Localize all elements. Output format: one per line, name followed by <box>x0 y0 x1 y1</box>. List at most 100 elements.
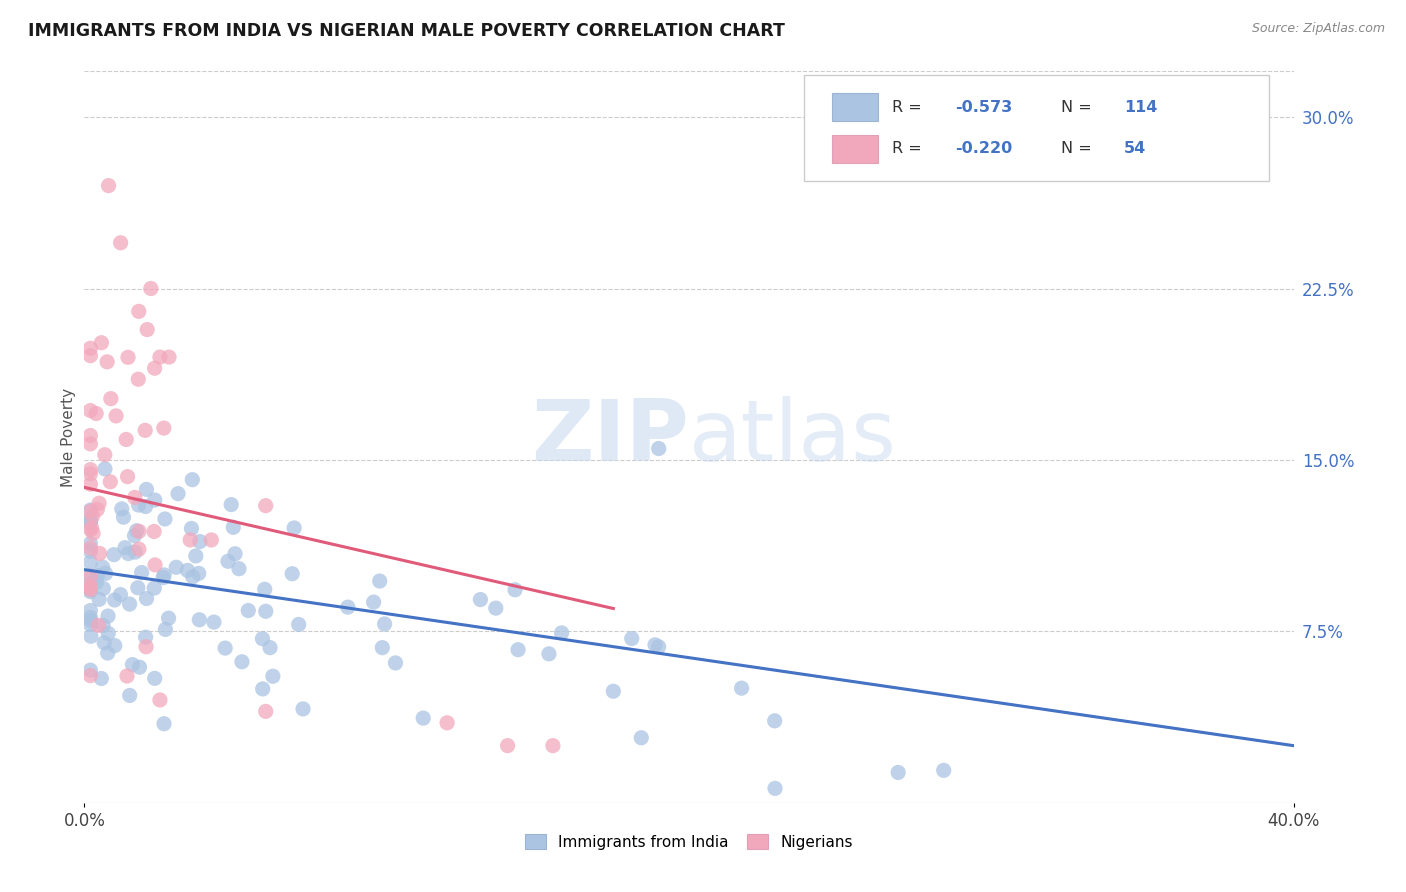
Point <box>79 537 101 551</box>
Point <box>506 642 529 657</box>
Point <box>111 502 134 516</box>
Point <box>97 626 120 640</box>
Point <box>180 521 202 535</box>
Point <box>224 547 246 561</box>
Y-axis label: Male Poverty: Male Poverty <box>60 387 76 487</box>
Point <box>86 568 108 582</box>
Point <box>254 604 277 618</box>
Point <box>143 581 166 595</box>
Point <box>287 617 309 632</box>
Point <box>470 592 492 607</box>
Point <box>128 542 150 557</box>
Point <box>110 588 132 602</box>
Point <box>550 626 572 640</box>
Point <box>292 702 315 716</box>
Point <box>97 646 120 660</box>
Point <box>436 715 458 730</box>
Point <box>117 351 139 365</box>
Point <box>134 423 156 437</box>
Point <box>503 582 526 597</box>
Point <box>128 498 150 512</box>
Point <box>283 521 305 535</box>
Text: N =: N = <box>1062 142 1097 156</box>
Point <box>89 546 111 560</box>
Point <box>143 524 166 539</box>
Point <box>86 575 108 590</box>
Point <box>125 524 148 538</box>
Point <box>184 549 207 563</box>
Point <box>176 563 198 577</box>
Text: atlas: atlas <box>689 395 897 479</box>
Point <box>105 409 128 423</box>
Point <box>620 632 643 646</box>
Point <box>228 562 250 576</box>
Point <box>79 569 101 583</box>
Point <box>115 433 138 447</box>
Point <box>79 516 101 530</box>
Point <box>98 475 121 489</box>
Point <box>79 556 101 570</box>
Point <box>485 601 508 615</box>
Point <box>90 672 112 686</box>
Point <box>79 463 101 477</box>
Point <box>79 584 101 599</box>
Point <box>128 660 150 674</box>
Point <box>97 178 120 193</box>
Point <box>143 361 166 376</box>
Point <box>96 355 118 369</box>
Point <box>214 641 236 656</box>
Point <box>80 629 103 643</box>
Point <box>217 554 239 568</box>
Point <box>94 448 117 462</box>
Point <box>79 428 101 442</box>
Point <box>94 462 117 476</box>
Point <box>79 613 101 627</box>
Point <box>82 509 104 524</box>
Point <box>79 577 101 591</box>
Point <box>110 235 132 250</box>
Point <box>117 469 139 483</box>
Point <box>153 512 176 526</box>
Text: IMMIGRANTS FROM INDIA VS NIGERIAN MALE POVERTY CORRELATION CHART: IMMIGRANTS FROM INDIA VS NIGERIAN MALE P… <box>28 22 785 40</box>
Point <box>167 486 190 500</box>
Point <box>79 603 101 617</box>
Point <box>91 618 114 632</box>
Point <box>281 566 304 581</box>
Point <box>79 437 101 451</box>
Point <box>79 617 101 632</box>
Point <box>79 541 101 555</box>
Point <box>644 638 666 652</box>
Point <box>79 514 101 528</box>
Point <box>124 545 146 559</box>
Point <box>143 671 166 685</box>
Point <box>79 341 101 355</box>
Text: Source: ZipAtlas.com: Source: ZipAtlas.com <box>1251 22 1385 36</box>
Point <box>219 498 242 512</box>
Point <box>79 544 101 558</box>
Text: R =: R = <box>891 142 927 156</box>
Point <box>336 600 359 615</box>
Point <box>121 657 143 672</box>
Point <box>104 639 127 653</box>
Point <box>730 681 752 695</box>
Point <box>181 473 204 487</box>
Point <box>127 581 149 595</box>
Point <box>139 281 162 295</box>
Point <box>124 491 146 505</box>
Point <box>103 548 125 562</box>
Text: R =: R = <box>891 100 927 115</box>
Text: -0.573: -0.573 <box>955 100 1012 115</box>
Point <box>412 711 434 725</box>
Point <box>89 592 111 607</box>
Point <box>80 521 103 535</box>
Point <box>647 640 669 654</box>
Point <box>262 669 284 683</box>
Point <box>79 503 101 517</box>
Point <box>179 533 201 547</box>
Point <box>252 681 274 696</box>
Point <box>253 582 276 597</box>
FancyBboxPatch shape <box>804 75 1270 181</box>
Point <box>155 623 177 637</box>
Point <box>602 684 624 698</box>
Point <box>188 613 211 627</box>
